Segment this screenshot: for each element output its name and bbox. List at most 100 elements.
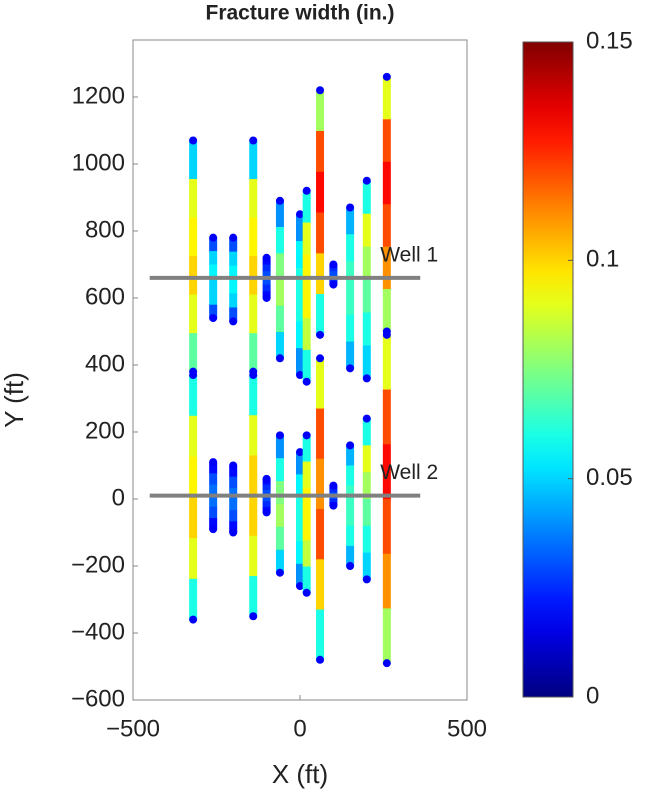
y-tick-label: −400 xyxy=(71,618,125,645)
fracture-segment xyxy=(382,334,391,391)
fracture-segment xyxy=(296,294,304,322)
fracture-segment xyxy=(189,538,198,580)
fracture-tip xyxy=(329,260,338,269)
fracture-segment xyxy=(262,495,271,502)
fracture-segment xyxy=(302,461,311,489)
colorbar xyxy=(522,41,574,698)
fracture-tip xyxy=(382,659,391,668)
fracture-tip xyxy=(189,371,198,380)
fracture-segment xyxy=(209,462,218,474)
fracture-segment xyxy=(362,525,371,554)
fracture-segment xyxy=(229,265,238,281)
fracture-tip xyxy=(189,615,198,624)
fracture-segment xyxy=(189,140,198,180)
fracture-segment xyxy=(249,294,258,334)
fracture-tip xyxy=(346,203,355,212)
fracture-segment xyxy=(302,254,311,287)
fracture-segment xyxy=(249,333,258,373)
fracture-segment xyxy=(275,200,284,228)
fracture-segment xyxy=(229,476,238,489)
fracture-tip xyxy=(296,448,304,457)
fracture-segment xyxy=(189,456,198,498)
fracture-segment xyxy=(362,246,371,281)
fracture-tip xyxy=(329,501,338,510)
fracture-segment xyxy=(382,553,391,609)
y-axis-label: Y (ft) xyxy=(0,372,29,428)
fracture-segment xyxy=(346,465,355,487)
fracture-segment xyxy=(302,222,311,255)
fracture-tip xyxy=(296,371,304,380)
fracture-segment xyxy=(209,251,218,265)
fracture-segment xyxy=(302,435,311,463)
fracture-segment xyxy=(189,375,198,417)
fracture-segment xyxy=(382,246,391,290)
fracture-segment xyxy=(316,509,325,560)
fracture-segment xyxy=(262,501,271,508)
fracture-segment xyxy=(209,304,218,319)
fracture-tip xyxy=(362,374,371,383)
fracture-segment xyxy=(189,217,198,257)
fracture-segment xyxy=(296,519,304,542)
fracture-segment xyxy=(275,435,284,459)
fracture-segment xyxy=(249,495,258,537)
fracture-tip xyxy=(362,414,371,423)
colorbar-tick-label: 0 xyxy=(586,682,599,709)
fracture-segment xyxy=(189,179,198,219)
fracture-segment xyxy=(209,473,218,485)
well-label: Well 1 xyxy=(380,243,438,266)
x-tick-label: 0 xyxy=(293,715,306,742)
fracture-segment xyxy=(209,495,218,508)
fracture-segment xyxy=(249,455,258,497)
fracture-segment xyxy=(275,227,284,254)
fracture-segment xyxy=(209,517,218,530)
fracture-segment xyxy=(189,415,198,458)
fracture-segment xyxy=(296,321,304,349)
fracture-segment xyxy=(362,345,371,379)
colorbar-tick-label: 0.1 xyxy=(586,246,619,273)
fracture-segment xyxy=(262,490,271,497)
fracture-segment xyxy=(346,207,355,235)
y-tick-label: 200 xyxy=(85,417,125,444)
fracture-segment xyxy=(229,279,238,295)
fracture-tip xyxy=(249,612,258,621)
fracture-segment xyxy=(302,190,311,224)
fracture-tip xyxy=(209,525,218,534)
y-tick-label: −200 xyxy=(71,551,125,578)
fracture-segment xyxy=(209,506,218,519)
fracture-segment xyxy=(249,179,258,219)
fracture-segment xyxy=(296,496,304,520)
fracture-segment xyxy=(382,204,391,248)
fracture-tip xyxy=(362,176,371,185)
fracture-segment xyxy=(249,535,258,577)
fracture-tip xyxy=(209,233,218,242)
y-tick-label: 1000 xyxy=(72,149,125,176)
fracture-tip xyxy=(316,330,325,339)
fracture-segment xyxy=(262,277,271,286)
fracture-segment xyxy=(316,90,325,132)
fracture-segment xyxy=(275,549,284,574)
fracture-tip xyxy=(362,575,371,584)
fracture-segment xyxy=(296,563,304,587)
x-tick-label: −500 xyxy=(106,715,160,742)
fracture-segment xyxy=(329,498,338,503)
fracture-segment xyxy=(316,559,325,611)
fracture-segment xyxy=(382,498,391,555)
fracture-tip xyxy=(275,354,284,363)
fracture-segment xyxy=(249,375,258,416)
fracture-segment xyxy=(329,267,338,272)
fracture-tip xyxy=(346,441,355,450)
fracture-segment xyxy=(296,348,304,376)
fracture-segment xyxy=(362,445,371,473)
fracture-tip xyxy=(229,317,238,326)
fracture-segment xyxy=(296,474,304,498)
fracture-segment xyxy=(302,286,311,319)
fracture-segment xyxy=(275,253,284,281)
fracture-segment xyxy=(346,287,355,316)
fracture-segment xyxy=(249,415,258,456)
fracture-tip xyxy=(262,253,271,262)
fracture-segment xyxy=(346,261,355,289)
well-label: Well 2 xyxy=(380,461,438,484)
fracture-segment xyxy=(329,271,338,276)
fracture-segment xyxy=(275,305,284,333)
fracture-segment xyxy=(362,418,371,446)
